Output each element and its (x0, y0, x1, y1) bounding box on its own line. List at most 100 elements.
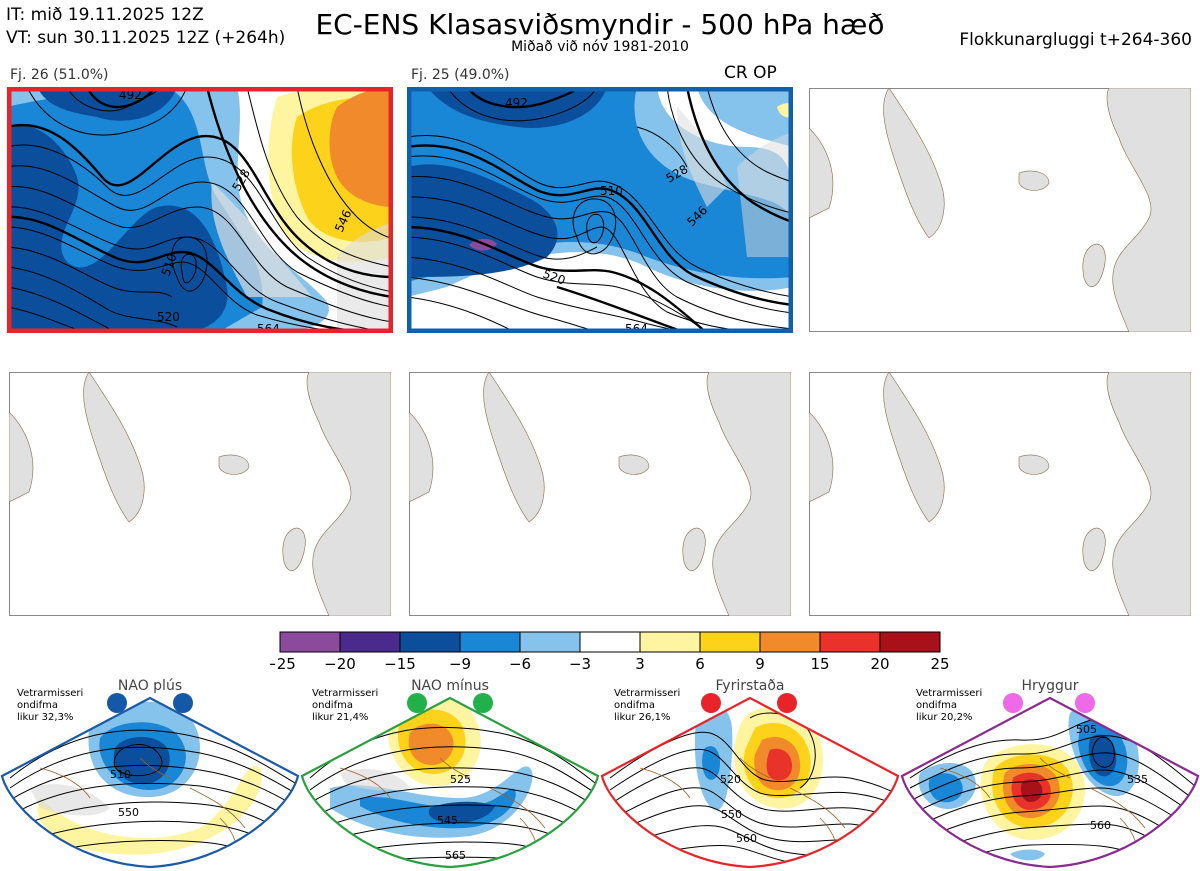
empty-map-panel (409, 372, 791, 616)
regime-nao-plus-contour: 510 (110, 768, 131, 781)
regime-fyrirstada-contour: 550 (721, 808, 742, 821)
colorbar-tick-label: 25 (930, 655, 949, 673)
colorbar-tick-label: −9 (449, 655, 471, 673)
regime-hryggur-contour: 535 (1127, 773, 1148, 786)
colorbar-segment (819, 631, 881, 653)
regime-nao-minus-dot (473, 693, 493, 713)
anomaly-pos-strong (329, 87, 393, 207)
cluster-1-contour-label: 564 (257, 322, 280, 333)
cluster-2-contour-label: 492 (505, 96, 528, 110)
regime-probability: likur 20,2% (916, 712, 973, 723)
regime-nao-plus-dot (173, 693, 193, 713)
regime-hryggur-contour: 505 (1076, 723, 1097, 736)
regime-desc: ondifma (17, 700, 58, 711)
regime-hryggur-info: Vetrarmisseri ondifma likur 20,2% (916, 688, 982, 724)
colorbar-segment (519, 631, 581, 653)
colorbar-legend: −25 −20 −15 −9 −6 −3 3 6 9 15 20 25 (270, 631, 950, 673)
colorbar-segment (339, 631, 401, 653)
cluster-2-contour-label: 510 (600, 184, 623, 198)
cluster-2-label: Fj. 25 (49.0%) (411, 67, 510, 83)
colorbar-segment (879, 631, 941, 653)
colorbar-segment (639, 631, 701, 653)
anomaly-light-right (697, 87, 793, 147)
regime-nao-plus-frame (0, 696, 300, 869)
regime-fyrirstada-frame (600, 696, 900, 869)
colorbar-tick-label: 3 (635, 655, 645, 673)
colorbar-tick-label: −6 (509, 655, 531, 673)
regime-probability: likur 32,3% (17, 712, 74, 723)
regime-hryggur-dot (1075, 693, 1095, 713)
cluster-2-contour-label: 564 (625, 322, 648, 333)
colorbar-segment (759, 631, 821, 653)
regime-fyrirstada-dot (777, 693, 797, 713)
cluster-1-label: Fj. 26 (51.0%) (10, 67, 109, 83)
regime-fyrirstada-contour: 560 (736, 832, 757, 845)
cluster-2-frame (407, 87, 793, 333)
regime-fyrirstada-name: Fyrirstaða (715, 678, 785, 694)
empty-map-panel (809, 372, 1191, 616)
page-subtitle: Miðað við nóv 1981-2010 (511, 39, 689, 55)
regime-desc: ondifma (614, 700, 655, 711)
page-title: EC-ENS Klasasviðsmyndir - 500 hPa hæð (315, 8, 885, 41)
colorbar-tick-label: 20 (870, 655, 889, 673)
colorbar-tick-label: −15 (384, 655, 416, 673)
regime-nao-minus-info: Vetrarmisseri ondifma likur 21,4% (312, 688, 378, 724)
regime-hryggur-dot (1003, 693, 1023, 713)
colorbar-tick-label: −25 (270, 655, 296, 673)
regime-hryggur-name: Hryggur (1021, 678, 1079, 694)
colorbar-tick-label: −3 (569, 655, 591, 673)
regime-fyrirstada: 520 550 560 Vetrarmisseri ondifma likur … (600, 678, 900, 871)
cluster-1-contour-label: 520 (157, 310, 180, 324)
land-scandinavia (337, 222, 393, 333)
cluster-1-map: 492 510 528 546 520 564 (7, 87, 393, 333)
colorbar-segment (459, 631, 521, 653)
colorbar-tick-label: 15 (810, 655, 829, 673)
cluster-2-map: 492 510 528 546 564 520 (407, 87, 793, 333)
regime-nao-minus-frame (300, 696, 600, 869)
regime-hryggur: 505 535 560 Vetrarmisseri ondifma likur … (900, 678, 1200, 871)
regime-hryggur-contour: 560 (1090, 819, 1111, 832)
regime-season: Vetrarmisseri (17, 688, 84, 699)
regime-nao-plus-info: Vetrarmisseri ondifma likur 32,3% (17, 688, 83, 724)
cr-op-tag: CR OP (724, 63, 777, 83)
colorbar-segment (699, 631, 761, 653)
valid-time: VT: sun 30.11.2025 12Z (+264h) (6, 28, 286, 48)
colorbar-segment (399, 631, 461, 653)
anomaly-neg-top (37, 87, 177, 121)
regime-desc: ondifma (916, 700, 957, 711)
regime-nao-plus-name: NAO plús (117, 678, 183, 694)
regime-nao-plus-dot (107, 693, 127, 713)
regime-fyrirstada-info: Vetrarmisseri ondifma likur 26,1% (614, 688, 680, 724)
land-scandinavia (737, 132, 793, 257)
regime-nao-minus-contour: 565 (445, 849, 466, 862)
land-greenland (211, 182, 312, 297)
regime-fyrirstada-contour: 520 (720, 773, 741, 786)
colorbar-segment (579, 631, 641, 653)
regime-nao-minus-dot (407, 693, 427, 713)
classification-window: Flokkunargluggi t+264-360 (959, 30, 1192, 50)
regime-season: Vetrarmisseri (614, 688, 681, 699)
regime-nao-minus: 525 545 565 Vetrarmisseri ondifma likur … (300, 678, 600, 871)
regime-season: Vetrarmisseri (312, 688, 379, 699)
empty-map-panel (9, 372, 391, 616)
regime-desc: ondifma (312, 700, 353, 711)
colorbar-tick-label: 6 (695, 655, 705, 673)
regime-fyrirstada-dot (701, 693, 721, 713)
regime-nao-plus: 510 550 Vetrarmisseri ondifma likur 32,3… (0, 678, 300, 871)
colorbar-tick-label: 9 (755, 655, 765, 673)
regime-probability: likur 21,4% (312, 712, 369, 723)
regime-nao-plus-contour: 550 (118, 806, 139, 819)
regime-nao-minus-contour: 545 (437, 814, 458, 827)
regime-nao-minus-name: NAO mínus (411, 678, 489, 694)
init-time: IT: mið 19.11.2025 12Z (6, 5, 204, 25)
colorbar-segment (279, 631, 341, 653)
header-info: IT: mið 19.11.2025 12Z VT: sun 30.11.202… (6, 4, 285, 50)
empty-map-panel (809, 88, 1191, 332)
cluster-1-frame (7, 87, 393, 333)
land-greenland (677, 107, 727, 207)
regime-probability: likur 26,1% (614, 712, 671, 723)
regime-season: Vetrarmisseri (916, 688, 983, 699)
regime-hryggur-frame (900, 696, 1200, 869)
colorbar-tick-label: −20 (324, 655, 356, 673)
regime-nao-minus-contour: 525 (450, 773, 471, 786)
